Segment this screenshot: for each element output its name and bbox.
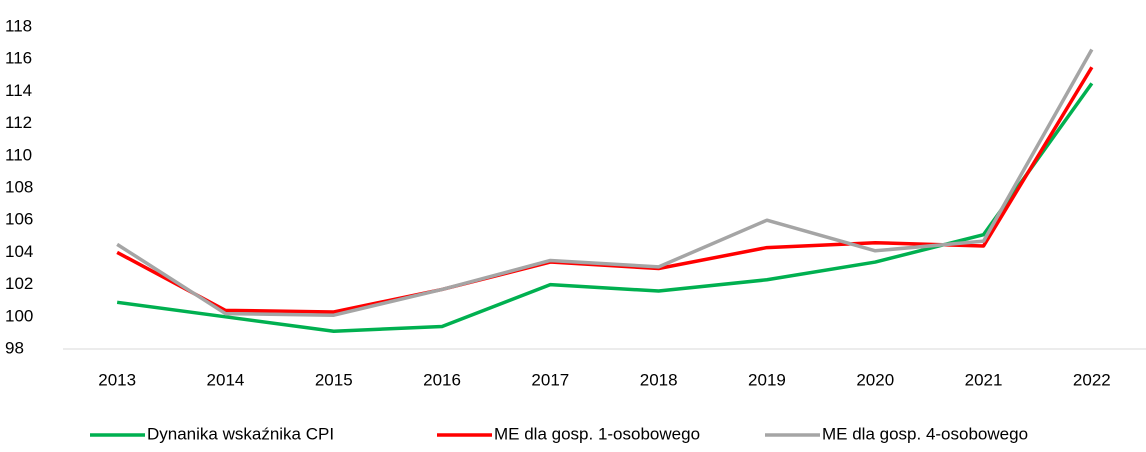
x-tick-label: 2017 (531, 370, 569, 389)
legend-label: ME dla gosp. 4-osobowego (822, 424, 1028, 443)
x-tick-label: 2013 (98, 370, 136, 389)
x-tick-label: 2014 (207, 370, 245, 389)
y-tick-label: 104 (5, 242, 33, 261)
x-tick-label: 2015 (315, 370, 353, 389)
x-tick-label: 2016 (423, 370, 461, 389)
x-tick-label: 2021 (965, 370, 1003, 389)
y-tick-label: 116 (5, 49, 32, 68)
x-tick-label: 2019 (748, 370, 786, 389)
y-tick-label: 100 (5, 306, 33, 325)
y-tick-label: 110 (5, 145, 32, 164)
series-line (116, 48, 1094, 317)
y-tick-label: 98 (5, 338, 24, 357)
legend-label: ME dla gosp. 1-osobowego (494, 424, 700, 443)
y-tick-label: 106 (5, 210, 33, 229)
legend-label: Dynanika wskaźnika CPI (147, 424, 334, 443)
x-tick-label: 2018 (640, 370, 678, 389)
x-tick-label: 2022 (1073, 370, 1111, 389)
series-line (116, 66, 1094, 314)
y-tick-label: 108 (5, 177, 33, 196)
y-tick-label: 102 (5, 274, 33, 293)
y-tick-label: 118 (5, 16, 32, 35)
series-line (116, 82, 1094, 334)
y-tick-label: 114 (5, 81, 32, 100)
y-tick-label: 112 (5, 113, 32, 132)
x-tick-label: 2020 (856, 370, 894, 389)
